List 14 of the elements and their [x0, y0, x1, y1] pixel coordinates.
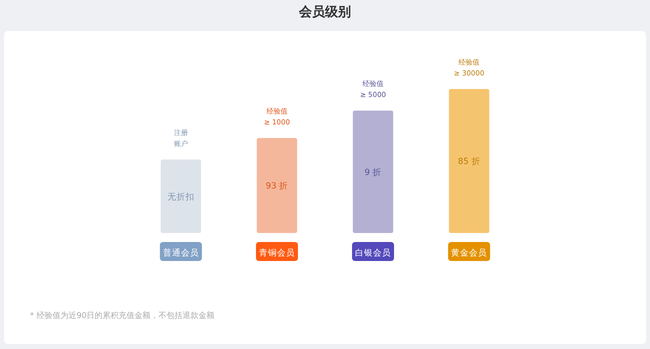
x-tick-label: 普通会员: [162, 248, 199, 258]
chart-title: 会员级别: [298, 5, 351, 20]
annotation: 无折扣: [167, 191, 194, 202]
text: * 经验值为近90日的累积充值金额，不包括退款金额: [30, 311, 215, 320]
x-tick-label: 青铜会员: [258, 248, 295, 258]
bar: [448, 89, 490, 233]
annotation: 9 折: [364, 166, 382, 178]
bar: [352, 110, 394, 233]
bar: [256, 138, 298, 233]
bar: [160, 160, 202, 233]
annotation: 85 折: [458, 156, 480, 167]
x-tick-label: 白银会员: [355, 248, 392, 258]
annotation: 93 折: [266, 180, 288, 192]
x-tick-label: 黄金会员: [451, 248, 488, 258]
